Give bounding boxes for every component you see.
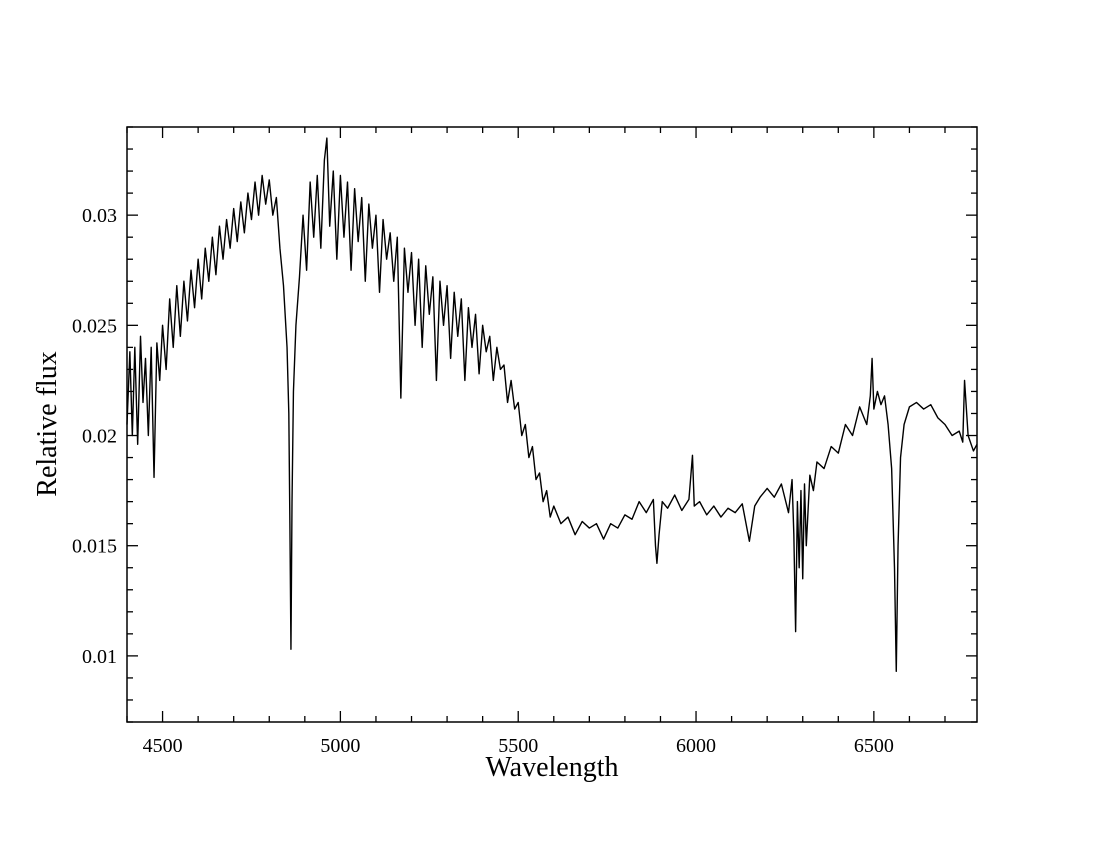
y-axis-label: Relative flux xyxy=(32,351,63,496)
y-tick-label: 0.02 xyxy=(82,426,117,448)
y-tick-label: 0.015 xyxy=(72,536,117,558)
y-tick-label: 0.01 xyxy=(82,646,117,668)
y-tick-label: 0.025 xyxy=(72,315,117,337)
x-tick-label: 5000 xyxy=(320,735,360,757)
plot-frame xyxy=(126,126,978,723)
x-tick-label: 4500 xyxy=(143,735,183,757)
y-tick-label: 0.03 xyxy=(82,205,117,227)
x-tick-label: 5500 xyxy=(498,735,538,757)
x-tick-label: 6000 xyxy=(676,735,716,757)
spectrum-line xyxy=(126,137,978,673)
x-tick-label: 6500 xyxy=(854,735,894,757)
x-axis-label: Wavelength xyxy=(485,752,618,783)
